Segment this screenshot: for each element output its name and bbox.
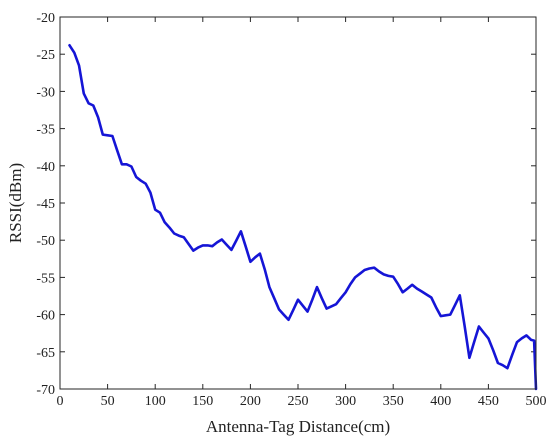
y-tick-label: -60 — [36, 309, 55, 324]
x-tick-label: 250 — [288, 394, 309, 409]
x-tick-label: 300 — [335, 394, 356, 409]
y-axis-title: RSSI(dBm) — [6, 163, 25, 243]
y-tick-label: -55 — [36, 271, 55, 286]
plot-frame — [59, 16, 537, 390]
y-tick-label: -20 — [36, 11, 55, 26]
series-line-0 — [68, 43, 538, 391]
y-tick-label: -30 — [36, 85, 55, 100]
y-tick-label: -25 — [36, 48, 55, 63]
x-tick-label: 150 — [192, 394, 213, 409]
y-tick-label: -70 — [36, 383, 55, 398]
x-axis-title: Antenna-Tag Distance(cm) — [206, 417, 390, 436]
plot-area — [68, 43, 538, 391]
y-tick-label: -40 — [36, 160, 55, 175]
x-tick-label: 400 — [430, 394, 451, 409]
y-tick-label: -35 — [36, 123, 55, 138]
x-tick-label: 50 — [101, 394, 115, 409]
x-tick-label: 500 — [526, 394, 547, 409]
x-tick-label: 350 — [383, 394, 404, 409]
y-tick-label: -45 — [36, 197, 55, 212]
x-tick-label: 100 — [145, 394, 166, 409]
x-tick-label: 0 — [57, 394, 64, 409]
x-tick-label: 450 — [478, 394, 499, 409]
axis-ticks: 0 50 100 150 200 250 300 350 400 450 500 -20 -25 -30 -… — [36, 11, 546, 409]
y-tick-label: -50 — [36, 234, 55, 249]
x-tick-label: 200 — [240, 394, 261, 409]
y-tick-label: -65 — [36, 346, 55, 361]
